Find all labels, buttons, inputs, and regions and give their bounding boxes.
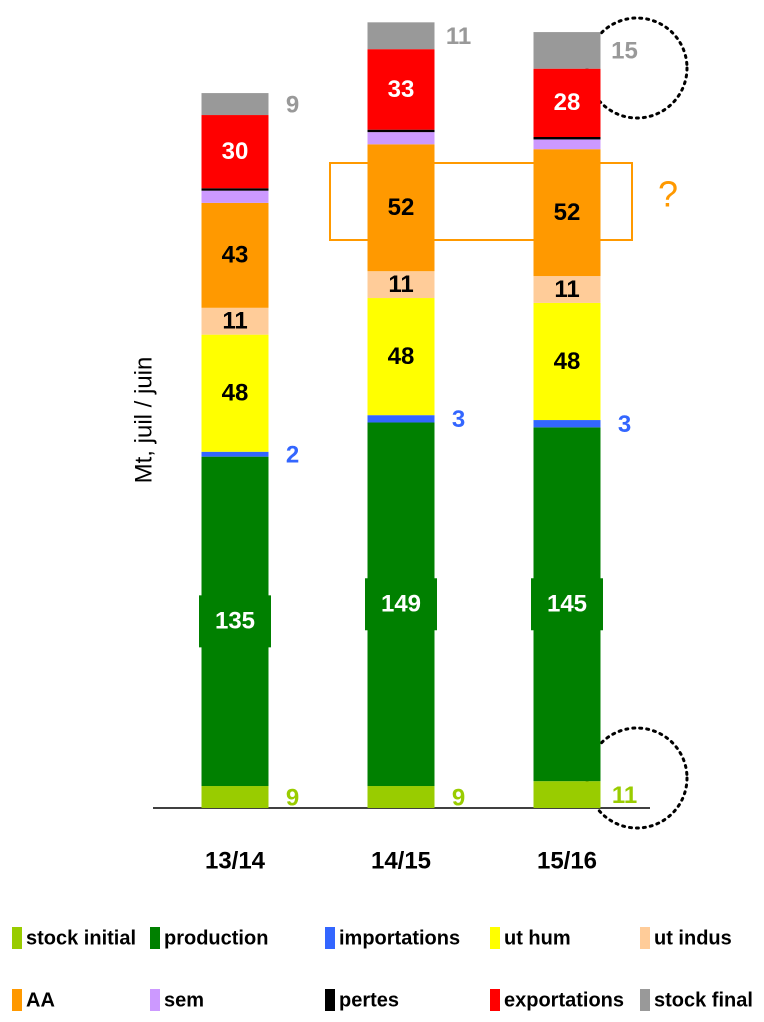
data-label: 3 [618, 411, 631, 438]
label-background [531, 578, 603, 631]
legend-label: stock initial [26, 927, 136, 949]
data-label: 11 [446, 23, 471, 50]
data-label: 52 [388, 194, 415, 221]
legend-swatch [150, 989, 160, 1011]
legend-label: stock final [654, 989, 753, 1011]
bar-segment [533, 276, 601, 303]
data-label: 3 [452, 406, 465, 433]
bar-segment [533, 32, 601, 69]
bar-segment [367, 144, 435, 272]
bar-segment [367, 129, 435, 133]
label-background [365, 578, 437, 631]
data-label: 11 [388, 271, 413, 298]
highlight-circle [585, 726, 689, 830]
legend-label: exportations [504, 989, 624, 1011]
bar-segment [367, 298, 435, 416]
data-label: 9 [452, 784, 465, 811]
bar-segment [201, 93, 269, 116]
legend-label: importations [339, 927, 460, 949]
bar-segment [533, 781, 601, 808]
x-tick-label: 14/15 [371, 847, 431, 874]
bar-segment [201, 115, 269, 189]
data-label: 48 [554, 348, 581, 375]
legend-label: sem [164, 989, 204, 1011]
x-tick-label: 13/14 [205, 847, 266, 874]
bar-segment [367, 132, 435, 145]
data-label: 9 [286, 784, 299, 811]
annotation: ? [658, 174, 678, 215]
bar-segment [201, 307, 269, 335]
legend-label: production [164, 927, 268, 949]
legend-swatch [12, 989, 22, 1011]
bar-segment [533, 302, 601, 421]
bar-segment [201, 190, 269, 203]
bar-segment [367, 271, 435, 299]
legend-swatch [150, 927, 160, 949]
highlight-circle [585, 16, 689, 120]
bar-segment [201, 202, 269, 308]
legend-label: ut indus [654, 927, 732, 949]
data-label: 52 [554, 199, 581, 226]
data-label: 149 [381, 591, 421, 618]
bar-segment [367, 786, 435, 808]
legend-label: pertes [339, 989, 399, 1011]
bar-segment [533, 139, 601, 150]
legend-swatch [490, 989, 500, 1011]
legend-swatch [325, 989, 335, 1011]
legend-label: AA [26, 989, 55, 1011]
legend-swatch [640, 927, 650, 949]
bar-segment [533, 137, 601, 140]
data-label: 28 [554, 89, 581, 116]
bar-segment [533, 68, 601, 137]
legend-swatch [12, 927, 22, 949]
data-label: 15 [611, 38, 638, 65]
x-tick-label: 15/16 [537, 847, 597, 874]
legend-label: ut hum [504, 927, 571, 949]
bar-segment [367, 22, 435, 50]
data-label: 11 [612, 782, 637, 809]
data-label: 145 [547, 591, 587, 618]
data-label: 33 [388, 76, 415, 103]
legend-swatch [640, 989, 650, 1011]
bar-segment [201, 334, 269, 452]
data-label: 43 [222, 242, 249, 269]
label-background [199, 595, 271, 648]
data-label: 11 [222, 308, 247, 335]
data-label: 2 [286, 442, 299, 469]
legend-swatch [325, 927, 335, 949]
data-label: 11 [554, 276, 579, 303]
legend-swatch [490, 927, 500, 949]
bar-segment [201, 786, 269, 808]
bar-segment [533, 420, 601, 428]
y-axis-label: Mt, juil / juin [130, 357, 157, 484]
data-label: 48 [388, 343, 415, 370]
bar-segment [201, 451, 269, 457]
data-label: 30 [222, 138, 249, 165]
data-label: 135 [215, 608, 255, 635]
data-label: 9 [286, 91, 299, 118]
bar-segment [367, 49, 435, 130]
bar-segment [367, 415, 435, 423]
bar-segment [533, 149, 601, 277]
highlight-box [329, 162, 633, 241]
data-label: 48 [222, 380, 249, 407]
bar-segment [201, 188, 269, 191]
